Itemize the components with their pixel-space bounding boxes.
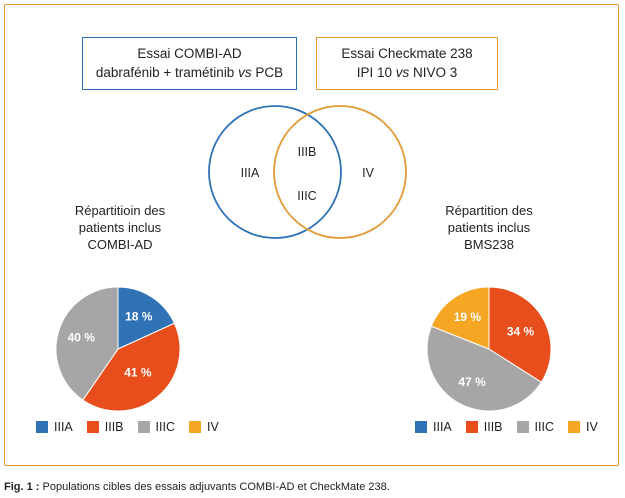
legend-label-iiia: IIIA (433, 420, 452, 434)
bms-pie-title: Répartition des patients inclus BMS238 (419, 202, 559, 253)
combi-ad-treatment-text: dabrafénib + tramétinib vs PCB (95, 65, 284, 80)
legend-swatch-iiib (86, 421, 99, 433)
legend-item-iv: IV (188, 420, 219, 434)
bms-pie-title-line: Répartition des (445, 203, 533, 218)
combi-pie-title-line: Répartitioin des (74, 203, 166, 218)
legend-swatch-iv (567, 421, 580, 433)
legend-swatch-iv (188, 421, 201, 433)
checkmate-trial-box: Essai Checkmate 238 IPI 10 vs NIVO 3 (316, 37, 498, 90)
legend-label-iiic: IIIC (534, 420, 554, 434)
legend-label-iiib: IIIB (483, 420, 503, 434)
figure-caption: Fig. 1 : Populations cibles des essais a… (4, 481, 390, 493)
combi-ad-trial-box: Essai COMBI-AD dabrafénib + tramétinib v… (82, 37, 297, 90)
legend-item-iiic: IIIC (137, 420, 175, 434)
legend-swatch-iiic (516, 421, 529, 433)
bms-legend: IIIA IIIB IIIC IV (415, 420, 612, 434)
vs-word: vs (395, 65, 410, 80)
legend-item-iiib: IIIB (465, 420, 503, 434)
legend-swatch-iiic (137, 421, 150, 433)
legend-swatch-iiia (36, 421, 48, 433)
checkmate-treatment-text: IPI 10 vs NIVO 3 (356, 65, 458, 80)
caption-text: Populations cibles des essais adjuvants … (39, 481, 390, 493)
combi-ad-treatment: dabrafénib + tramétinib vs PCB (83, 63, 296, 82)
legend-label-iv: IV (585, 420, 598, 434)
checkmate-title: Essai Checkmate 238 (341, 46, 473, 61)
vs-word: vs (238, 65, 252, 80)
combi-legend: IIIA IIIB IIIC IV (36, 420, 233, 434)
legend-label-iiib: IIIB (104, 420, 124, 434)
combi-pie-title-line: patients inclus (78, 220, 162, 235)
caption-prefix: Fig. 1 : (4, 481, 40, 493)
combi-pie-title: Répartitioin des patients inclus COMBI-A… (50, 202, 190, 253)
legend-label-iiic: IIIC (155, 420, 175, 434)
legend-item-iv: IV (567, 420, 598, 434)
bms-pie-title-line: BMS238 (464, 237, 514, 252)
combi-ad-title: Essai COMBI-AD (137, 46, 242, 61)
bms-pie-title-line: patients inclus (447, 220, 531, 235)
checkmate-treatment: IPI 10 vs NIVO 3 (317, 63, 497, 82)
figure-frame (4, 4, 619, 466)
legend-swatch-iiia (415, 421, 427, 433)
legend-label-iiia: IIIA (54, 420, 73, 434)
legend-swatch-iiib (465, 421, 478, 433)
legend-label-iv: IV (206, 420, 219, 434)
legend-item-iiia: IIIA (36, 420, 73, 434)
legend-item-iiic: IIIC (516, 420, 554, 434)
combi-pie-title-line: COMBI-AD (87, 237, 153, 252)
legend-item-iiib: IIIB (86, 420, 124, 434)
legend-item-iiia: IIIA (415, 420, 452, 434)
